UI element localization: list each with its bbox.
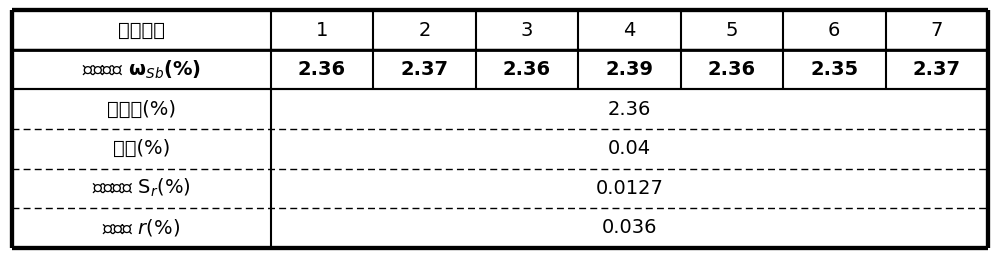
Text: 2.39: 2.39 xyxy=(605,60,653,79)
Text: 5: 5 xyxy=(726,21,738,39)
Text: 2.35: 2.35 xyxy=(810,60,858,79)
Text: 2: 2 xyxy=(418,21,431,39)
Text: 0.036: 0.036 xyxy=(602,219,657,237)
Text: 样品序号: 样品序号 xyxy=(118,21,165,39)
Text: 平均值(%): 平均值(%) xyxy=(107,100,176,119)
Text: 重复性 $r$(%): 重复性 $r$(%) xyxy=(102,217,180,238)
Text: 2.37: 2.37 xyxy=(400,60,448,79)
Text: 2.36: 2.36 xyxy=(708,60,756,79)
Text: 1: 1 xyxy=(316,21,328,39)
Text: 6: 6 xyxy=(828,21,840,39)
Text: 0.0127: 0.0127 xyxy=(595,179,663,198)
Text: 4: 4 xyxy=(623,21,636,39)
Text: 极差(%): 极差(%) xyxy=(113,139,170,158)
Text: 2.37: 2.37 xyxy=(913,60,961,79)
Text: 2.36: 2.36 xyxy=(298,60,346,79)
Text: 2.36: 2.36 xyxy=(503,60,551,79)
Text: 测定结果 ω$_{Sb}$(%): 测定结果 ω$_{Sb}$(%) xyxy=(82,59,201,81)
Text: 2.36: 2.36 xyxy=(608,100,651,119)
Text: 7: 7 xyxy=(931,21,943,39)
Text: 3: 3 xyxy=(521,21,533,39)
Text: 标准偏差 S$_r$(%): 标准偏差 S$_r$(%) xyxy=(92,177,191,199)
Text: 0.04: 0.04 xyxy=(608,139,651,158)
